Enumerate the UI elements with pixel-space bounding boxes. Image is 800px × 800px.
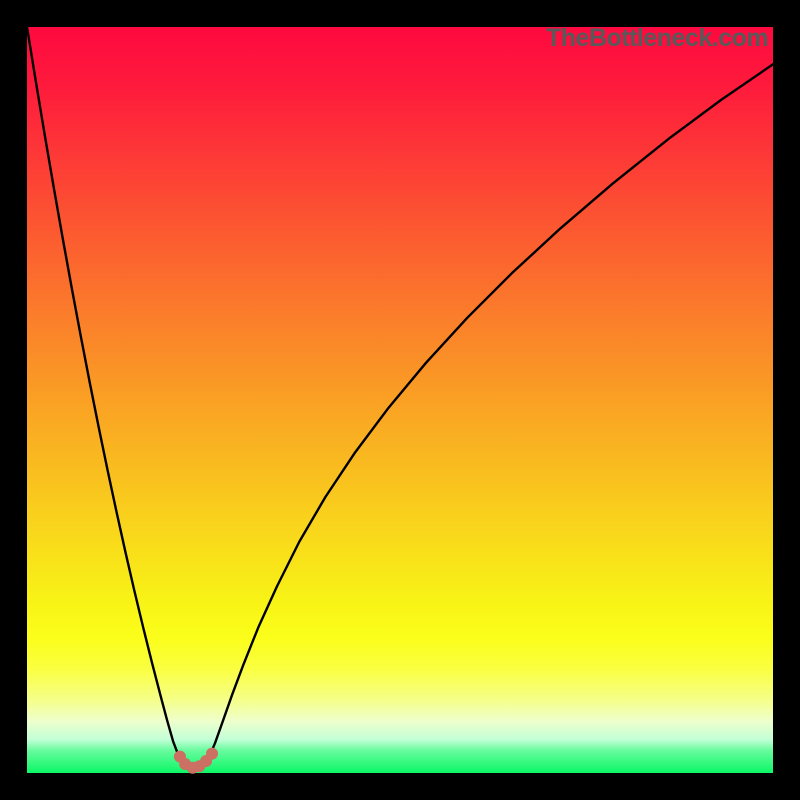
- watermark-text: TheBottleneck.com: [546, 24, 768, 53]
- valley-marker: [206, 748, 218, 760]
- bottleneck-chart: [0, 0, 800, 800]
- gradient-background: [27, 27, 773, 773]
